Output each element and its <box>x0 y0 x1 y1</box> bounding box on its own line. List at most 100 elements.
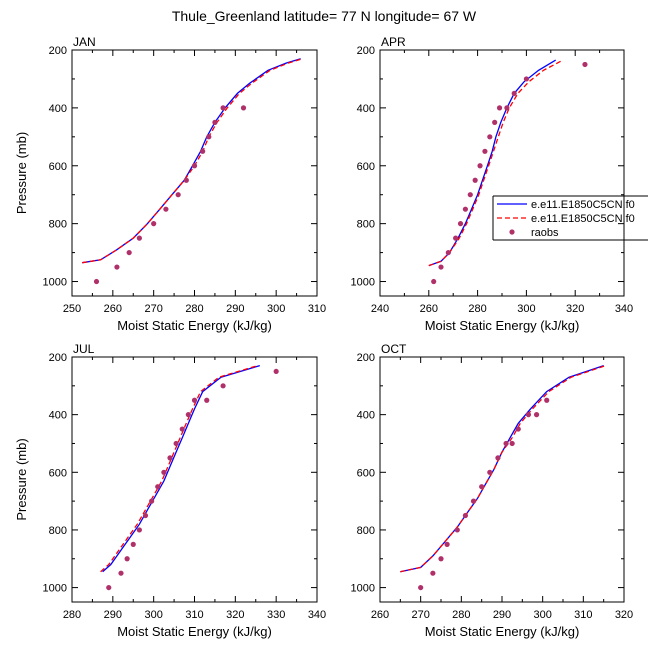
raobs-point <box>155 484 161 490</box>
raobs-point <box>93 278 100 285</box>
plot-frame <box>379 356 625 603</box>
raobs-point <box>467 192 473 198</box>
raobs-point <box>445 249 451 256</box>
x-axis-label: Moist Static Energy (kJ/kg) <box>425 318 580 333</box>
raobs-point <box>504 105 510 111</box>
raobs-point <box>511 90 517 97</box>
raobs-point <box>430 570 436 576</box>
panel-oct: OCT 260 270 280 290 300 310 320 200 400 600 800 1000… <box>351 342 634 639</box>
legend-label: e.e11.E1850C5CN.f0 <box>531 199 635 211</box>
legend-label: raobs <box>531 227 559 239</box>
raobs-point <box>142 512 149 519</box>
raobs-point <box>487 134 493 140</box>
panel-apr: APR 240 260 280 300 320 340 200 400 600 800 1000 Moi… <box>351 35 634 333</box>
raobs-point <box>462 206 468 212</box>
y-tick-label: 800 <box>357 219 375 231</box>
raobs-point <box>453 235 459 241</box>
raobs-point <box>179 426 185 432</box>
y-axis-label: Pressure (mb) <box>14 438 29 520</box>
x-tick-label: 270 <box>144 303 162 315</box>
x-tick-label: 310 <box>185 609 203 621</box>
raobs-point <box>418 584 424 591</box>
x-tick-label: 260 <box>420 303 438 315</box>
raobs-point <box>523 76 530 82</box>
raobs-point <box>220 105 226 111</box>
legend: e.e11.E1850C5CN.f0 e.e11.E1850C5CN.f0 raob… <box>492 195 648 241</box>
plot-frame <box>379 49 625 297</box>
x-tick-label: 300 <box>533 609 551 621</box>
raobs-point <box>438 264 444 270</box>
x-tick-label: 320 <box>615 609 633 621</box>
y-tick-label: 1000 <box>43 277 67 289</box>
panel-label: APR <box>381 35 406 49</box>
x-axis-label: Moist Static Energy (kJ/kg) <box>425 624 580 639</box>
raobs-point <box>479 484 485 490</box>
raobs-point <box>136 527 142 533</box>
raobs-point <box>114 264 120 270</box>
x-tick-label: 320 <box>226 609 244 621</box>
panels: JAN 250 260 270 280 290 300 310 200 400 600 800 1000… <box>14 35 633 639</box>
raobs-point <box>454 527 460 533</box>
raobs-point <box>495 455 501 461</box>
panel-label: OCT <box>381 342 407 356</box>
model-series-solid-line <box>102 364 260 573</box>
x-axis-label: Moist Static Energy (kJ/kg) <box>117 624 272 639</box>
x-tick-label: 250 <box>63 303 81 315</box>
raobs-point <box>106 584 112 591</box>
raobs-point <box>444 541 450 547</box>
y-tick-label: 400 <box>357 410 375 422</box>
x-tick-label: 260 <box>104 303 122 315</box>
model-series-dashed-line <box>400 364 606 573</box>
raobs-point <box>503 440 509 447</box>
raobs-point <box>206 134 212 140</box>
raobs-point <box>438 556 444 562</box>
y-tick-label: 200 <box>357 352 375 364</box>
raobs-point <box>240 105 247 111</box>
raobs-point <box>515 426 521 432</box>
model-series-dashed-line <box>428 59 564 267</box>
y-tick-label: 600 <box>357 467 375 479</box>
x-tick-label: 300 <box>144 609 162 621</box>
x-tick-label: 300 <box>267 303 285 315</box>
legend-label: e.e11.E1850C5CN.f0 <box>531 213 635 225</box>
y-tick-label: 600 <box>49 467 67 479</box>
y-axis-label: Pressure (mb) <box>14 132 29 214</box>
y-tick-label: 1000 <box>43 583 67 595</box>
y-tick-label: 1000 <box>351 583 375 595</box>
raobs-point <box>130 541 136 547</box>
raobs-point <box>525 412 532 418</box>
y-tick-label: 200 <box>357 45 375 57</box>
raobs-point <box>492 119 498 125</box>
model-series-solid-line <box>428 59 557 267</box>
x-tick-label: 330 <box>267 609 285 621</box>
raobs-point <box>200 148 206 154</box>
x-tick-label: 280 <box>468 303 486 315</box>
x-tick-label: 270 <box>411 609 429 621</box>
panel-label: JUL <box>73 342 95 356</box>
raobs-point <box>191 163 198 169</box>
x-tick-label: 290 <box>493 609 511 621</box>
plot-frame <box>71 49 318 297</box>
raobs-point <box>533 412 540 418</box>
raobs-point <box>544 397 550 403</box>
panel-jul: JUL 280 290 300 310 320 330 340 200 400 600 800 1000… <box>14 342 326 639</box>
x-tick-label: 310 <box>574 609 592 621</box>
raobs-point <box>496 105 503 111</box>
raobs-point <box>151 221 157 227</box>
raobs-point <box>457 221 464 227</box>
model-series-solid-line <box>82 58 301 264</box>
model-series-dashed-line <box>100 364 258 573</box>
raobs-point <box>161 469 167 475</box>
x-tick-label: 290 <box>226 303 244 315</box>
raobs-point <box>462 512 468 519</box>
panel-label: JAN <box>73 35 96 49</box>
x-tick-label: 280 <box>452 609 470 621</box>
raobs-point <box>136 235 142 241</box>
raobs-point <box>273 368 279 375</box>
raobs-point <box>582 61 588 68</box>
raobs-point <box>126 249 132 256</box>
x-tick-label: 290 <box>104 609 122 621</box>
y-tick-label: 400 <box>357 103 375 115</box>
y-tick-label: 600 <box>357 161 375 173</box>
